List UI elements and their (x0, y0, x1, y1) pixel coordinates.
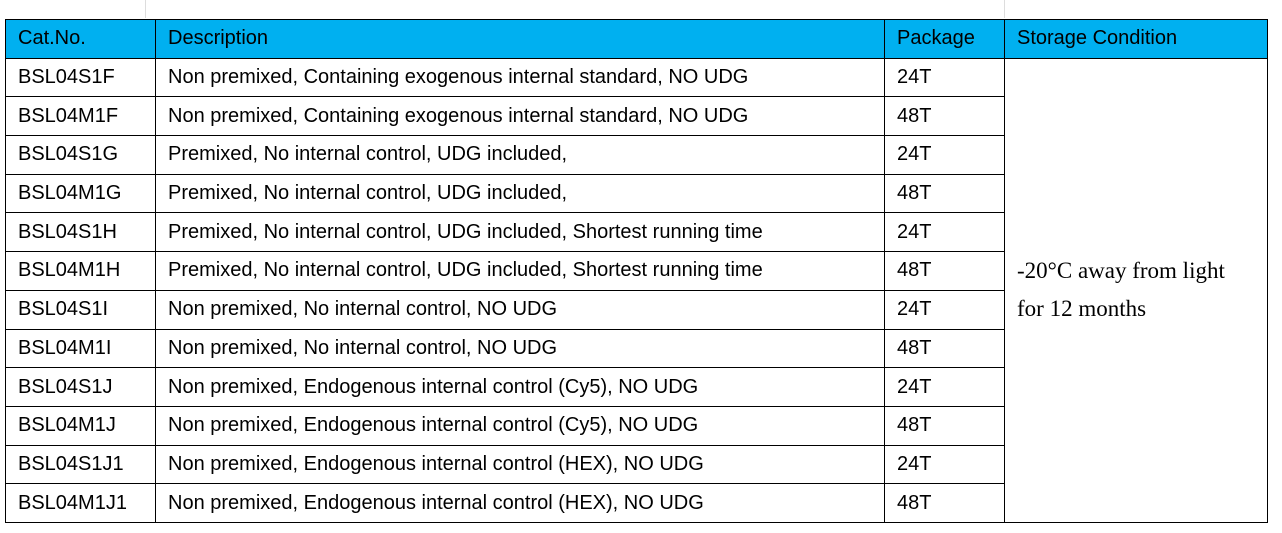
package-cell: 48T (884, 96, 1005, 137)
description-cell: Premixed, No internal control, UDG inclu… (155, 135, 885, 175)
description-cell: Premixed, No internal control, UDG inclu… (155, 251, 885, 291)
description-cell: Non premixed, Endogenous internal contro… (155, 483, 885, 523)
description-cell: Non premixed, No internal control, NO UD… (155, 289, 885, 330)
header-row: Cat.No. Description Package Storage Conditi… (5, 19, 1268, 59)
cat-no-cell: BSL04S1J1 (5, 444, 156, 485)
table-row: BSL04S1I Non premixed, No internal contro… (5, 289, 1268, 330)
storage-text: -20°C away from light for 12 months (1017, 258, 1225, 322)
package-cell: 24T (884, 135, 1005, 175)
table-row: BSL04S1J1 Non premixed, Endogenous intern… (5, 444, 1268, 485)
cat-no-cell: BSL04S1H (5, 212, 156, 253)
package-cell: 24T (884, 57, 1005, 98)
package-cell: 48T (884, 251, 1005, 291)
cat-no-cell: BSL04S1F (5, 57, 156, 98)
header-cell: Storage Condition (1004, 19, 1268, 59)
description-cell: Premixed, No internal control, UDG inclu… (155, 212, 885, 253)
table-row: BSL04M1J Non premixed, Endogenous interna… (5, 405, 1268, 446)
storage-cell: -20°C away from light for 12 months (1004, 57, 1268, 523)
table-row: BSL04S1H Premixed, No internal control, U… (5, 212, 1268, 253)
table-row: BSL04S1F Non premixed, Containing exogeno… (5, 57, 1268, 523)
cat-no-cell: BSL04M1H (5, 251, 156, 291)
table-row: BSL04S1G Premixed, No internal control, U… (5, 135, 1268, 175)
header-cell: Package (884, 19, 1005, 59)
cat-no-cell: BSL04M1I (5, 328, 156, 369)
package-cell: 24T (884, 212, 1005, 253)
cat-no-cell: BSL04M1F (5, 96, 156, 137)
cat-no-cell: BSL04M1G (5, 173, 156, 214)
table-row: BSL04M1H Premixed, No internal control, U… (5, 251, 1268, 291)
table-row: BSL04M1J1 Non premixed, Endogenous intern… (5, 483, 1268, 523)
package-cell: 24T (884, 289, 1005, 330)
description-cell: Non premixed, Containing exogenous inter… (155, 96, 885, 137)
description-cell: Non premixed, Endogenous internal contro… (155, 405, 885, 446)
description-cell: Non premixed, Endogenous internal contro… (155, 444, 885, 485)
header-cell: Description (155, 19, 885, 59)
page-guide (1004, 0, 1005, 18)
package-cell: 48T (884, 328, 1005, 369)
cat-no-cell: BSL04S1I (5, 289, 156, 330)
package-cell: 48T (884, 483, 1005, 523)
package-cell: 24T (884, 444, 1005, 485)
cat-no-cell: BSL04S1J (5, 367, 156, 407)
table-row: BSL04M1F Non premixed, Containing exogeno… (5, 96, 1268, 137)
cat-no-cell: BSL04M1J (5, 405, 156, 446)
header-cell: Cat.No. (5, 19, 156, 59)
table-row: BSL04M1G Premixed, No internal control, U… (5, 173, 1268, 214)
table-row: BSL04M1I Non premixed, No internal contro… (5, 328, 1268, 369)
cat-no-cell: BSL04S1G (5, 135, 156, 175)
package-cell: 24T (884, 367, 1005, 407)
description-cell: Non premixed, No internal control, NO UD… (155, 328, 885, 369)
cat-no-cell: BSL04M1J1 (5, 483, 156, 523)
description-cell: Non premixed, Containing exogenous inter… (155, 57, 885, 98)
package-cell: 48T (884, 405, 1005, 446)
page-guide (145, 0, 146, 18)
table-row: BSL04S1J Non premixed, Endogenous interna… (5, 367, 1268, 407)
product-table: Cat.No. Description Package Storage Conditi… (5, 19, 1268, 523)
description-cell: Premixed, No internal control, UDG inclu… (155, 173, 885, 214)
package-cell: 48T (884, 173, 1005, 214)
description-cell: Non premixed, Endogenous internal contro… (155, 367, 885, 407)
table-body: BSL04S1F Non premixed, Containing exogeno… (5, 57, 1268, 523)
